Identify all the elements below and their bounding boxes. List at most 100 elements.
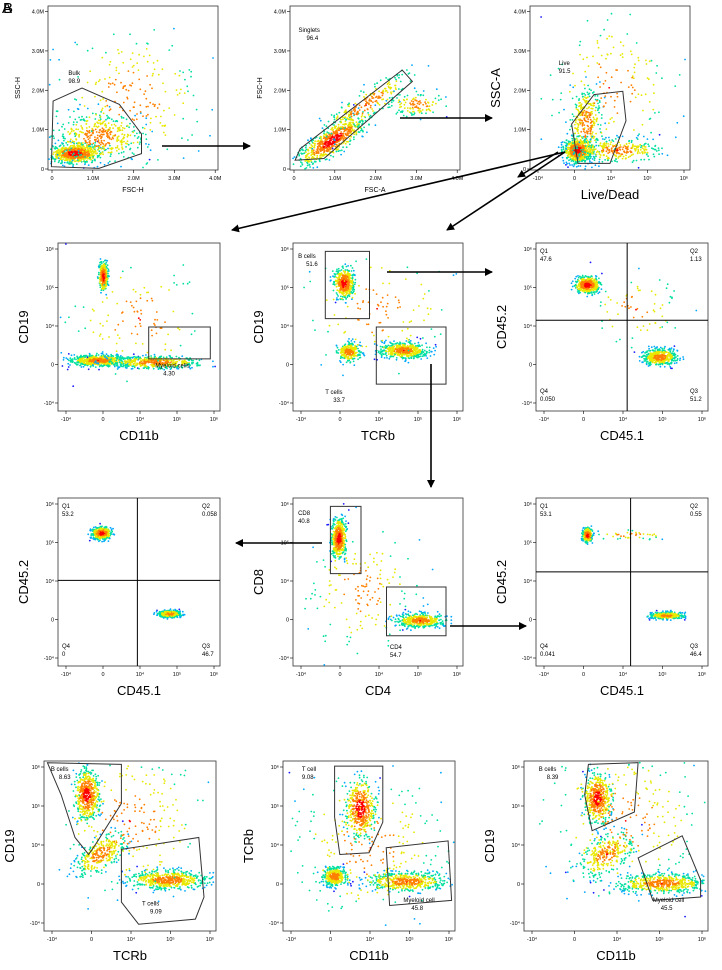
y-tick-label: 3.0M: [274, 49, 287, 55]
y-tick-label: 3.0M: [514, 49, 527, 55]
quadrant-percent-q1: 53.1: [540, 512, 552, 518]
y-tick-label: -10⁴: [279, 655, 290, 662]
x-axis-title: TCRb: [113, 948, 147, 963]
x-tick-label: 0: [573, 937, 576, 943]
quadrant-percent-q2: 0.058: [202, 512, 218, 518]
gate-outline: [324, 250, 370, 320]
gate-outline: [637, 835, 702, 901]
y-tick-label: 0: [51, 363, 54, 369]
y-tick-label: 2.0M: [514, 88, 527, 94]
y-tick-label: 10⁶: [271, 764, 279, 771]
y-tick-label: 0: [529, 618, 532, 624]
x-tick-label: -10⁴: [61, 671, 72, 678]
x-tick-label: 4.0M: [209, 176, 222, 182]
y-tick-label: 10⁵: [524, 540, 532, 547]
y-tick-label: 1.0M: [274, 128, 287, 134]
gate-outline: [46, 762, 122, 856]
plot-p8: -10⁴010⁴10⁵10⁶-10⁴010⁴10⁵10⁶CD4CD8CD840.…: [251, 497, 464, 698]
gate-name: T cell: [302, 767, 316, 773]
y-tick-label: 10⁵: [46, 540, 54, 547]
gate-name: Live: [559, 61, 571, 67]
y-tick-label: 0: [51, 618, 54, 624]
gate-outline: [385, 840, 453, 907]
y-axis-title: CD19: [482, 829, 497, 862]
y-tick-label: 10⁴: [46, 578, 55, 585]
gate-percent: 33.7: [333, 398, 345, 404]
gate-name: CD4: [390, 645, 403, 651]
gate-name: B cells: [539, 767, 557, 773]
x-tick-label: 1.0M: [87, 176, 100, 182]
gate-outline: [571, 90, 627, 164]
y-tick-label: 0: [283, 167, 286, 173]
y-tick-label: 3.0M: [32, 49, 45, 55]
y-tick-label: 10⁶: [46, 501, 54, 508]
y-tick-label: -10⁴: [510, 920, 521, 927]
y-tick-label: 4.0M: [274, 10, 287, 16]
y-tick-label: 10⁴: [281, 323, 290, 330]
gate-outline: [329, 505, 362, 575]
quadrant-percent-q4: 0: [62, 652, 66, 658]
y-axis-title: FSC-H: [257, 77, 264, 98]
x-tick-label: 10⁴: [375, 671, 384, 678]
y-tick-label: 10⁵: [46, 285, 54, 292]
quadrant-percent-q3: 46.4: [690, 652, 702, 658]
event-cloud: [538, 761, 707, 918]
gate-percent: 45.5: [661, 906, 673, 912]
quadrant-name-q2: Q2: [690, 504, 699, 510]
x-axis-title: Live/Dead: [581, 187, 640, 202]
quadrant-percent-q1: 47.6: [540, 257, 552, 263]
x-tick-label: 10⁶: [445, 936, 453, 943]
x-tick-label: 10⁵: [658, 671, 666, 678]
gate-outline: [120, 836, 205, 925]
y-tick-label: 0: [529, 363, 532, 369]
quadrant-name-q4: Q4: [540, 644, 549, 650]
x-tick-label: 10⁶: [206, 936, 214, 943]
x-tick-label: -10⁴: [539, 671, 550, 678]
gate-name: Myeloid cell: [403, 898, 434, 904]
plot-frame: [57, 497, 221, 667]
quadrant-name-q2: Q2: [202, 504, 211, 510]
event-cloud: [303, 258, 458, 377]
event-cloud: [288, 765, 455, 926]
x-tick-label: 10⁶: [698, 936, 706, 943]
gate-percent: 9.08: [302, 775, 314, 781]
quadrant-name-q1: Q1: [540, 504, 549, 510]
event-cloud: [87, 522, 186, 620]
plot-p6: -10⁴ 0 10⁴ 10⁵ 10⁶ -10⁴ 0 10⁴ 10⁵ 10⁶ CD45.1 CD45.2…: [494, 242, 709, 443]
y-tick-label: 0: [517, 882, 520, 888]
x-tick-label: 10⁶: [698, 416, 706, 423]
x-tick-label: -10⁴: [47, 936, 58, 943]
event-cloud: [59, 243, 217, 388]
gating-arrow: [517, 151, 559, 178]
y-axis-title: TCRb: [241, 829, 256, 863]
y-tick-label: -10⁴: [522, 400, 533, 407]
y-tick-label: 10⁴: [524, 323, 533, 330]
x-axis-title: CD11b: [119, 428, 159, 443]
y-tick-label: 10⁴: [271, 842, 280, 849]
plot-p2: 0 1.0M 2.0M 3.0M 4.0M 0 1.0M 2.0M 3.0M 4.0M FSC-A F…: [257, 5, 464, 194]
quadrant-name-q4: Q4: [62, 644, 71, 650]
x-tick-label: 2.0M: [369, 176, 382, 182]
x-tick-label: 10⁴: [136, 671, 145, 678]
gating-arrow: [231, 151, 566, 233]
gate-percent: 45.8: [411, 906, 423, 912]
plot-p5: -10⁴ 0 10⁴ 10⁵ 10⁶ -10⁴ 0 10⁴ 10⁵ 10⁶ TCRb CD19 B ce…: [251, 242, 464, 443]
gate-outline: [375, 326, 447, 385]
x-tick-label: 10⁵: [173, 671, 181, 678]
x-tick-label: 10⁶: [698, 671, 706, 678]
y-tick-label: 0: [37, 882, 40, 888]
gate-percent: 96.4: [307, 36, 319, 42]
plot-panels: 0 1.0M 2.0M 3.0M 4.0M 0 1.0M 2.0M 3.0M 4.0M FSC-H S…: [2, 5, 709, 963]
y-axis-title: CD45.2: [494, 560, 509, 604]
plot-p1: 0 1.0M 2.0M 3.0M 4.0M 0 1.0M 2.0M 3.0M 4.0M FSC-H S…: [15, 5, 222, 194]
plot-frame: [535, 497, 709, 667]
event-cloud: [304, 503, 453, 666]
x-tick-label: 10⁶: [680, 175, 688, 182]
y-tick-label: 10⁶: [281, 501, 289, 508]
x-axis-title: TCRb: [361, 428, 395, 443]
quadrant-percent-q1: 53.2: [62, 512, 74, 518]
y-tick-label: 2.0M: [274, 88, 287, 94]
quadrant-percent-q3: 46.7: [202, 652, 214, 658]
y-tick-label: 10⁶: [32, 764, 40, 771]
x-tick-label: -10⁴: [296, 416, 307, 423]
